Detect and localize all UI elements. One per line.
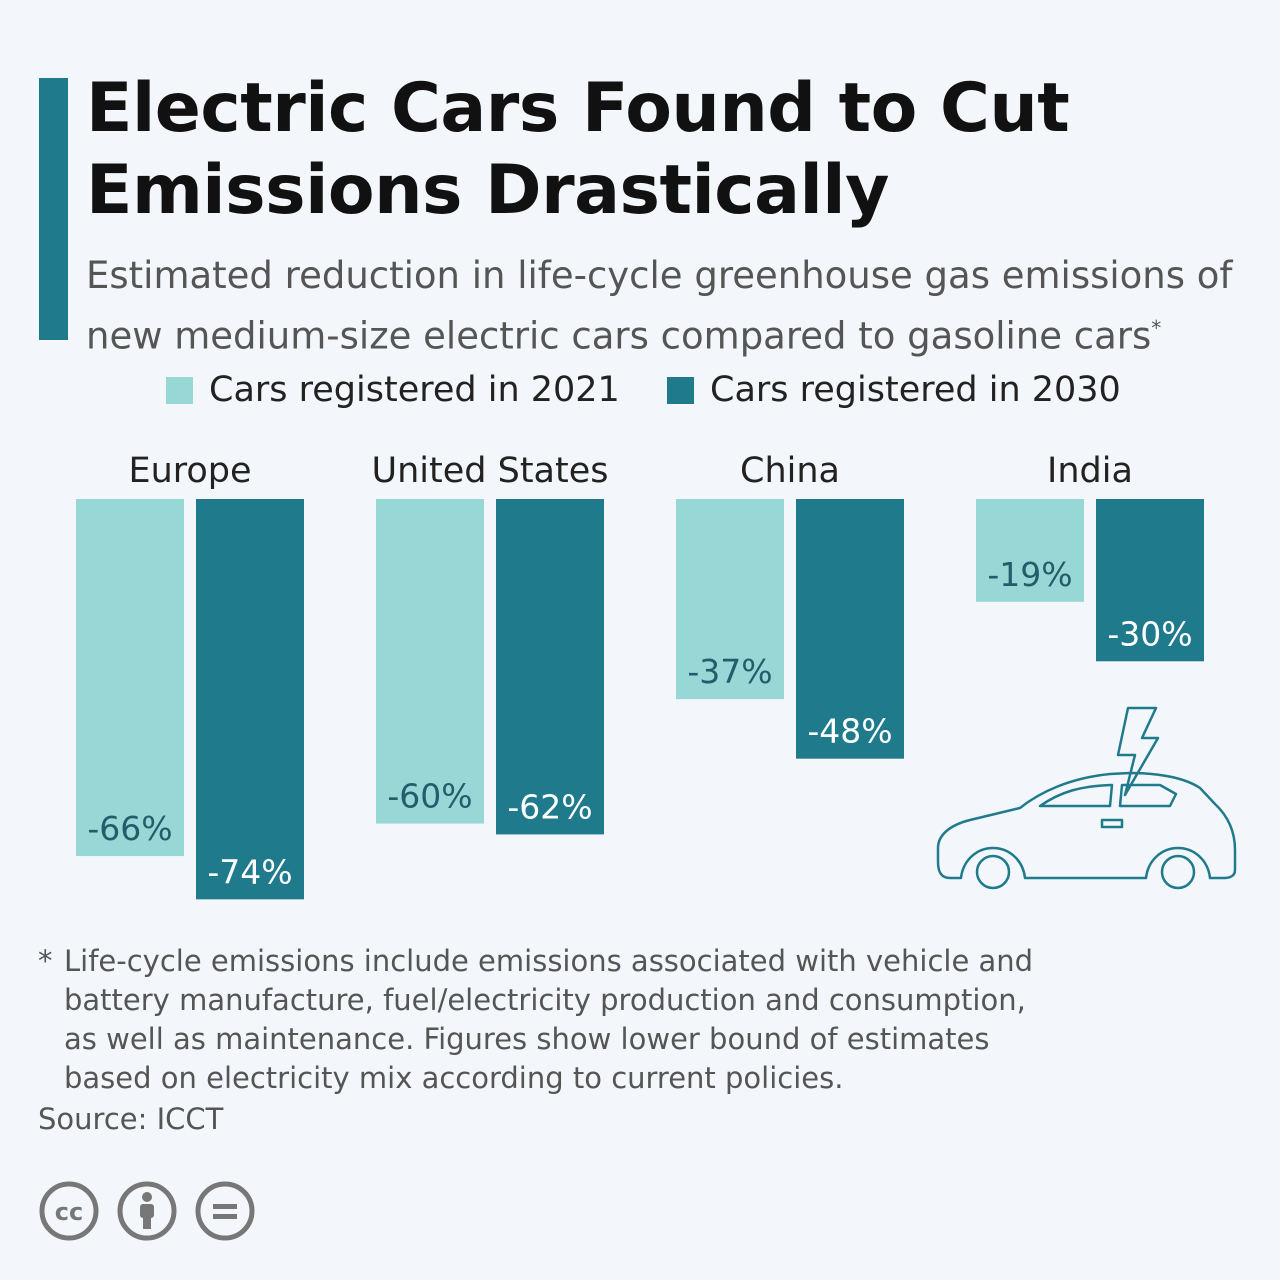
legend-label-2030: Cars registered in 2030: [710, 370, 1121, 410]
category-label-3: India: [1047, 451, 1133, 491]
data-label-0-1: -74%: [207, 852, 292, 891]
source-label: Source: ICCT: [38, 1102, 224, 1136]
svg-text:cc: cc: [55, 1198, 83, 1226]
legend-item-2030: Cars registered in 2030: [667, 370, 1121, 410]
data-label-3-1: -30%: [1107, 614, 1192, 653]
footnote: * Life-cycle emissions include emissions…: [38, 942, 1138, 1098]
bar-1-0: [376, 499, 484, 824]
legend-label-2021: Cars registered in 2021: [209, 370, 620, 410]
electric-car-icon: [936, 706, 1237, 890]
category-label-1: United States: [371, 451, 608, 491]
legend: Cars registered in 2021 Cars registered …: [0, 370, 1280, 414]
data-label-2-0: -37%: [687, 652, 772, 691]
bar-0-1: [196, 499, 304, 900]
footnote-mark: *: [38, 944, 53, 978]
data-label-2-1: -48%: [807, 712, 892, 751]
data-label-1-0: -60%: [387, 777, 472, 816]
license-icons: cc: [38, 1180, 256, 1242]
no-derivatives-icon[interactable]: [194, 1180, 256, 1242]
bar-3-1: [1096, 499, 1204, 662]
bar-0-0: [76, 499, 184, 857]
category-label-0: Europe: [128, 451, 251, 491]
data-label-3-0: -19%: [987, 555, 1072, 594]
title-accent-bar: [39, 78, 68, 340]
data-label-1-1: -62%: [507, 787, 592, 826]
cc-icon[interactable]: cc: [38, 1180, 100, 1242]
data-label-0-0: -66%: [87, 809, 172, 848]
by-attribution-icon[interactable]: [116, 1180, 178, 1242]
bar-3-0: [976, 499, 1084, 602]
subtitle-text: Estimated reduction in life-cycle greenh…: [86, 254, 1233, 358]
bar-chart: Europe -66% -74% United States -60% -62% China…: [76, 451, 1204, 900]
subtitle-footnote-mark: *: [1151, 316, 1162, 340]
footnote-text: Life-cycle emissions include emissions a…: [64, 944, 1034, 1095]
category-label-2: China: [740, 451, 840, 491]
chart-title: Electric Cars Found to Cut Emissions Dra…: [86, 69, 1070, 230]
legend-swatch-2021: [166, 376, 193, 404]
chart-subtitle: Estimated reduction in life-cycle greenh…: [86, 250, 1266, 362]
legend-swatch-2030: [667, 376, 694, 404]
legend-item-2021: Cars registered in 2021: [166, 370, 620, 410]
bar-1-1: [496, 499, 604, 835]
bar-2-1: [796, 499, 904, 759]
bar-2-0: [676, 499, 784, 700]
